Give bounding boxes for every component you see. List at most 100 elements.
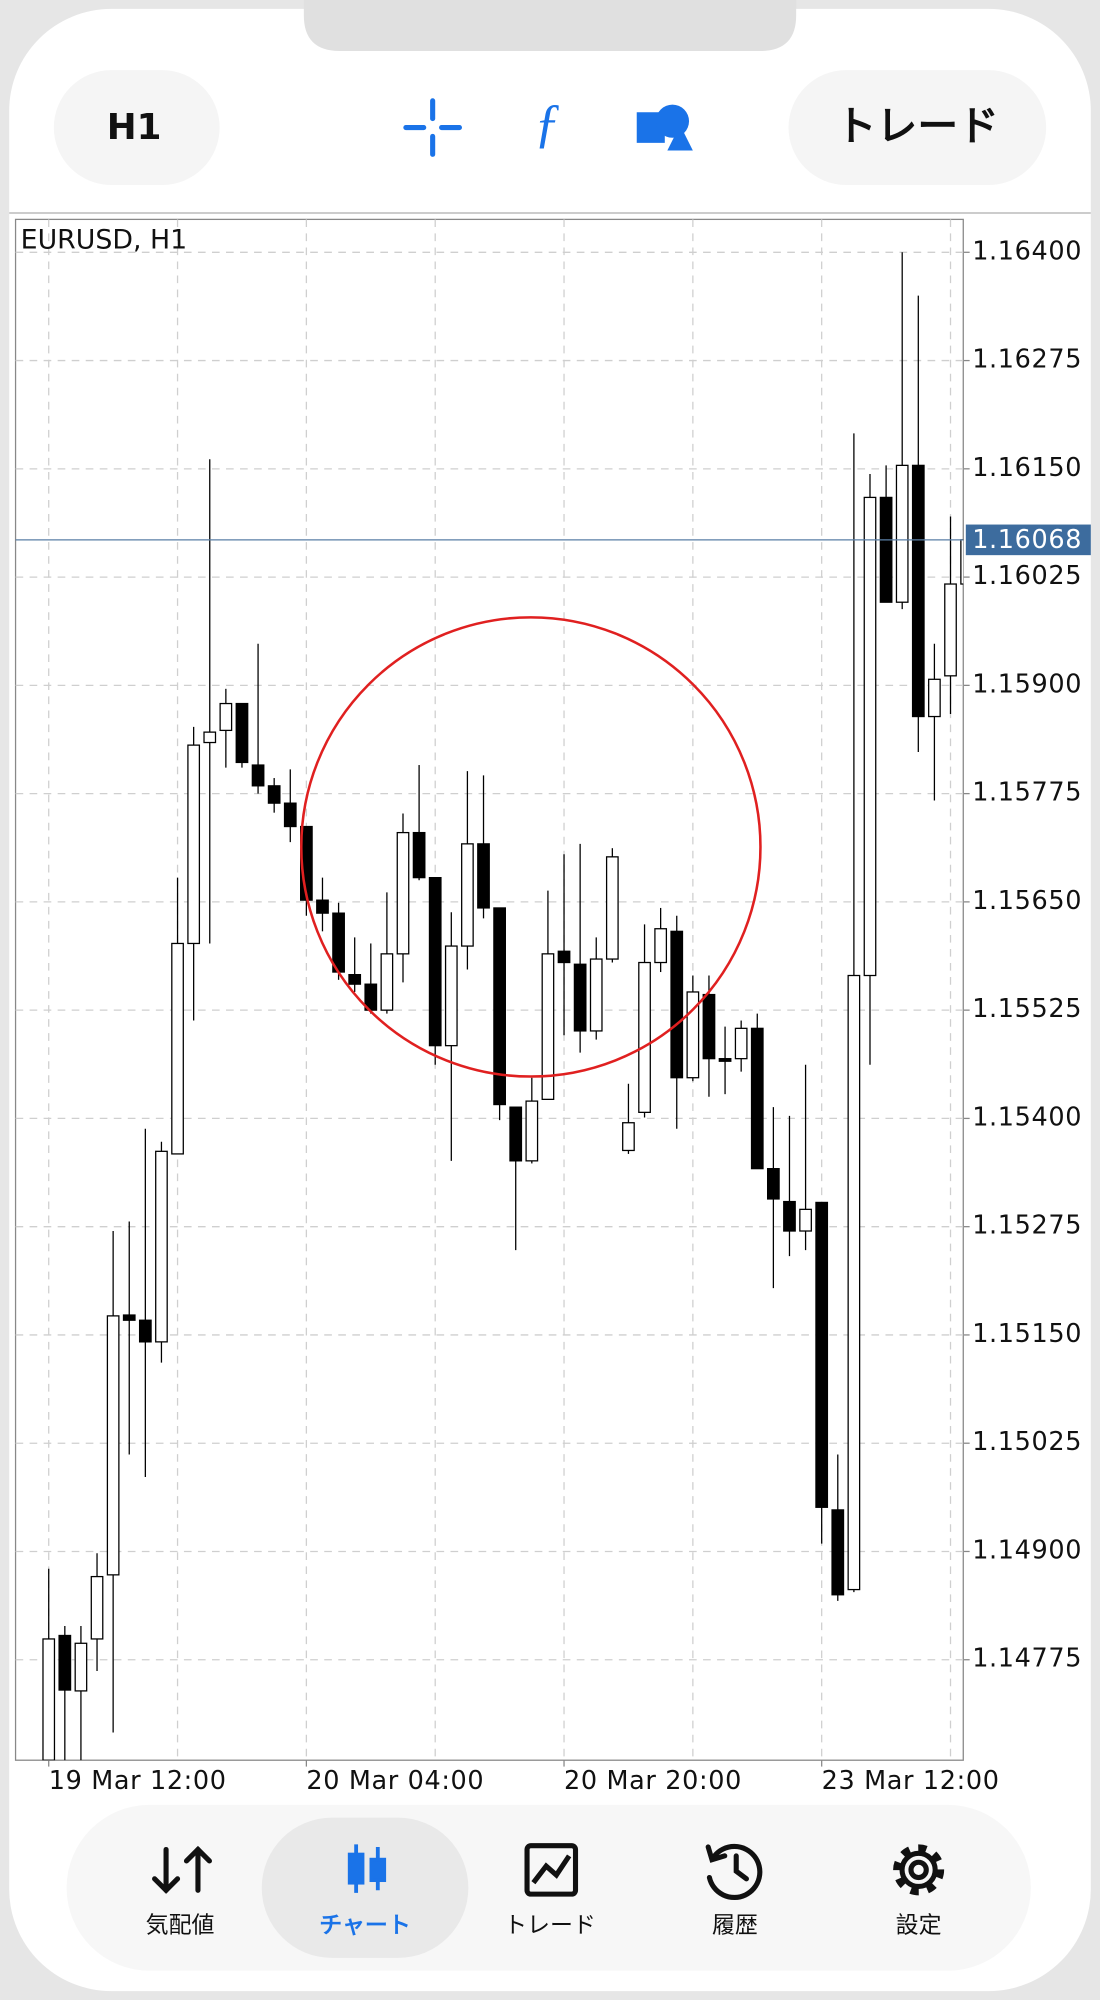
- candle-body: [380, 953, 394, 1011]
- trade-icon[interactable]: [524, 1843, 579, 1897]
- candle-body: [799, 1208, 812, 1232]
- axis-labels: 1.16400 1.16275 1.16150 1.16025 1.15900 1.157…: [15, 236, 1091, 1796]
- tab-label[interactable]: チャート: [319, 1913, 411, 1939]
- candle-body: [944, 583, 957, 677]
- current-price-label: 1.16068: [972, 525, 1082, 555]
- candle-body: [428, 876, 442, 1047]
- candle-body: [766, 1168, 780, 1200]
- candle-body: [412, 831, 426, 879]
- candle-body: [461, 843, 474, 947]
- trade-button[interactable]: [788, 70, 1047, 185]
- y-tick-label: 1.15525: [972, 994, 1082, 1024]
- y-tick-label: 1.15650: [972, 886, 1082, 916]
- x-tick-label: 23 Mar 12:00: [822, 1766, 1000, 1796]
- candle-body: [203, 731, 217, 744]
- candle-body: [605, 856, 619, 960]
- candle-body: [895, 464, 909, 603]
- candle-body: [783, 1200, 796, 1232]
- timeframe-button[interactable]: [53, 70, 220, 185]
- current-price-box: [965, 524, 1091, 556]
- tab-label[interactable]: 気配値: [146, 1913, 215, 1939]
- candle-body: [654, 928, 668, 964]
- candle-body: [509, 1106, 523, 1162]
- tab-label[interactable]: 設定: [896, 1913, 942, 1939]
- chart-icon[interactable]: [347, 1844, 387, 1893]
- objects-icon[interactable]: [636, 104, 693, 151]
- tab-label[interactable]: トレード: [504, 1913, 596, 1939]
- candle-body: [734, 1027, 748, 1060]
- y-tick-label: 1.15150: [972, 1319, 1082, 1349]
- candles: [42, 252, 964, 1761]
- candle-body: [348, 974, 362, 985]
- candle-body: [911, 464, 925, 718]
- crosshair-icon[interactable]: [403, 98, 462, 157]
- candle-body: [74, 1642, 88, 1692]
- candle-body: [267, 785, 281, 804]
- candle-body: [879, 496, 893, 603]
- quotes-icon[interactable]: [152, 1845, 212, 1894]
- candle-body: [573, 963, 587, 1032]
- y-tick-label: 1.15775: [972, 778, 1082, 808]
- candle-body: [589, 958, 603, 1032]
- chart-title: EURUSD, H1: [21, 225, 187, 256]
- candle-body: [251, 764, 265, 787]
- candle-body: [58, 1634, 72, 1691]
- candle-body: [477, 843, 490, 909]
- indicator-icon[interactable]: ƒ: [534, 93, 561, 153]
- y-tick-label: 1.16400: [972, 236, 1082, 266]
- y-tick-label: 1.14775: [972, 1644, 1082, 1674]
- candle-body: [138, 1319, 152, 1343]
- x-tick-label: 19 Mar 12:00: [49, 1766, 227, 1796]
- timeframe-label: H1: [107, 107, 162, 148]
- highlight-circle: [299, 616, 762, 1078]
- candle-body: [396, 831, 410, 955]
- y-tick-label: 1.14900: [972, 1535, 1082, 1565]
- plot-area: [14, 218, 964, 1761]
- candle-body: [219, 702, 233, 732]
- candle-body: [283, 802, 297, 828]
- y-tick-label: 1.15275: [972, 1211, 1082, 1241]
- notch: [303, 0, 797, 52]
- candle-body: [171, 942, 184, 1155]
- y-tick-label: 1.15025: [972, 1427, 1082, 1457]
- y-tick-label: 1.16025: [972, 561, 1082, 591]
- candle-body: [493, 907, 506, 1106]
- candle-body: [847, 974, 861, 1591]
- candle-body: [541, 953, 555, 1100]
- candle-body: [638, 961, 651, 1113]
- candle-body: [815, 1201, 829, 1508]
- candle-body: [42, 1638, 56, 1761]
- trade-button-label: トレード: [836, 102, 999, 150]
- candle-body: [960, 539, 964, 585]
- candle-body: [316, 899, 329, 914]
- tab-bar: [66, 1804, 1031, 1971]
- candle-body: [670, 930, 684, 1079]
- candle-body: [332, 912, 345, 973]
- candle-body: [106, 1315, 120, 1576]
- settings-icon[interactable]: [893, 1844, 945, 1896]
- candle-body: [235, 702, 249, 764]
- candle-body: [122, 1314, 136, 1321]
- candle-body: [557, 950, 571, 964]
- candle-body: [750, 1027, 764, 1170]
- candle-body: [187, 744, 201, 945]
- x-tick-label: 20 Mar 04:00: [306, 1766, 484, 1796]
- candle-body: [702, 993, 716, 1060]
- tab-label[interactable]: 履歴: [712, 1913, 758, 1939]
- candle-body: [525, 1100, 539, 1162]
- y-tick-label: 1.15900: [972, 669, 1082, 699]
- candle-body: [686, 991, 700, 1079]
- y-tick-label: 1.15400: [972, 1102, 1082, 1132]
- candle-body: [90, 1575, 104, 1640]
- candle-body: [155, 1150, 168, 1343]
- selected-tab: [261, 1817, 469, 1958]
- candle-body: [928, 678, 941, 718]
- y-tick-label: 1.16275: [972, 345, 1082, 375]
- candle-body: [863, 496, 877, 977]
- candle-body: [718, 1058, 732, 1062]
- y-tick-label: 1.16150: [972, 453, 1082, 483]
- history-icon[interactable]: [705, 1843, 763, 1900]
- candle-body: [831, 1509, 845, 1596]
